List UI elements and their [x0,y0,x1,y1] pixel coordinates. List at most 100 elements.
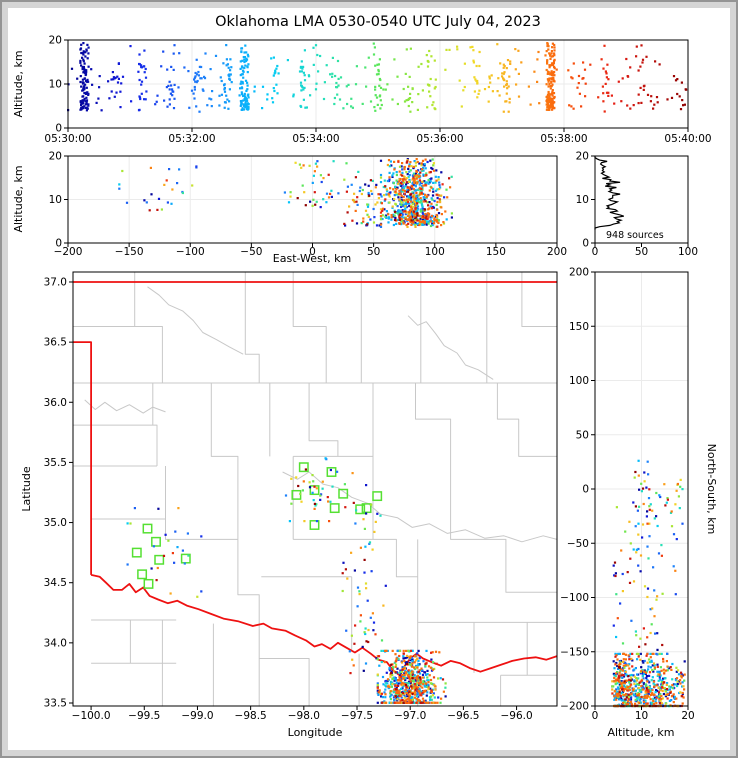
source-point [97,97,100,100]
source-point [397,196,400,199]
source-point [392,213,395,216]
source-point [344,506,347,509]
source-point [378,664,381,667]
source-point [640,482,643,485]
source-point [639,65,642,68]
source-point [404,200,407,203]
source-point [642,661,645,664]
source-point [633,675,636,678]
source-point [432,101,435,104]
source-point [420,690,423,693]
source-point [490,74,493,77]
source-point [627,664,630,667]
source-point [404,201,408,204]
county-line [308,383,339,457]
source-point [413,177,416,180]
source-point [361,102,364,105]
source-point [571,77,574,80]
source-point [619,695,622,698]
source-point [85,70,88,74]
source-point [547,92,550,96]
source-point [400,196,403,199]
source-point [415,690,418,693]
source-point [336,59,340,63]
source-point [397,657,400,661]
x-tick-label: −96.5 [447,710,479,722]
source-point [246,84,249,87]
source-point [506,59,510,62]
source-point [471,45,474,48]
source-point [551,42,554,45]
source-point [342,107,345,110]
station-marker [143,578,154,589]
source-point [384,584,387,587]
y-tick-label: 35.5 [44,457,67,469]
source-point [421,186,424,189]
source-point [416,108,419,111]
source-point [242,103,245,106]
source-point [401,188,404,191]
source-point [426,217,429,220]
source-point [646,652,649,655]
source-point [611,692,614,695]
source-point [675,538,678,541]
source-point [276,64,279,68]
source-point [659,678,662,681]
source-point [631,652,634,655]
source-point [246,66,249,69]
source-point [617,664,620,667]
source-point [424,212,427,216]
source-point [434,701,437,704]
source-point [130,100,133,103]
source-point [176,546,179,549]
source-point [409,701,412,704]
source-point [228,100,231,103]
source-point [301,67,304,70]
source-point [85,86,88,89]
source-point [383,199,386,202]
source-point [616,682,619,685]
source-point [427,204,430,207]
source-point [645,687,648,690]
source-point [431,222,434,225]
source-point [412,687,415,690]
source-point [635,634,638,637]
source-point [407,198,410,201]
source-point [308,75,311,78]
source-point [636,658,639,661]
source-point [402,216,405,219]
source-point [393,699,396,702]
source-point [622,658,625,661]
source-point [424,181,427,184]
source-point [415,175,418,178]
source-point [368,194,371,197]
x-tick-label: −97.0 [394,710,426,722]
source-point [660,695,663,698]
source-point [143,71,146,74]
source-point [604,70,607,73]
source-point [412,205,415,208]
source-point [271,97,274,100]
source-point [605,72,608,75]
source-point [419,189,422,192]
source-point [639,570,642,573]
source-point [652,702,655,705]
source-point [424,662,427,666]
source-point [168,88,171,91]
source-point [395,171,398,174]
source-point [429,220,432,223]
source-point [548,106,551,109]
source-point [193,85,196,89]
source-point [240,50,243,54]
source-point [348,650,351,653]
source-point [412,165,415,168]
source-point [406,202,409,205]
source-point [402,701,405,704]
source-point [272,56,275,59]
source-point [436,701,439,704]
source-point [406,186,409,189]
source-point [463,62,466,65]
source-point [376,201,379,204]
source-point [386,649,389,652]
